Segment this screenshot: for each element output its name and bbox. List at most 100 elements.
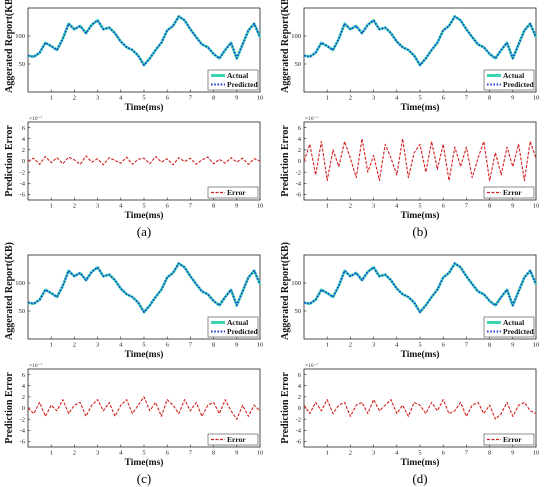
panel-d-error-xtick-label: 6: [442, 450, 446, 457]
panel-c-error-ytick-label: 6: [22, 372, 26, 379]
panel-d-error-ytick-label: -4: [296, 427, 302, 434]
panel-c-error-xtick-label: 6: [166, 450, 170, 457]
panel-b-error-xtick-label: 6: [442, 203, 446, 210]
panel-c-error-ytick-label: 2: [22, 394, 25, 401]
panel-d-error-ytick-label: -6: [296, 439, 302, 446]
panel-a-error-legend-box: [207, 186, 259, 199]
panel-c-error-series-error-line: [27, 396, 261, 420]
panel-a-error-xtick-label: 10: [257, 203, 264, 210]
panel-c-error-ytick-label: 0: [22, 405, 25, 412]
panel-c-prediction-xtick-label: 10: [257, 342, 264, 349]
panel-b-prediction-ytick-label: 100: [291, 33, 301, 40]
panel-d-prediction-xtick-label: 1: [326, 342, 329, 349]
panel-b-error-ytick-label: -2: [296, 169, 301, 176]
panel-c-error-ytick-label: -6: [20, 439, 26, 446]
panel-a-prediction-xtick-label: 1: [50, 95, 53, 102]
panel-c-error-xtick-label: 1: [50, 450, 53, 457]
panel-c-error-xtick-label: 8: [212, 450, 215, 457]
panel-a-error-ytick-label: 2: [22, 147, 25, 154]
panel-c-prediction-ylabel: Aggerated Report(KB): [4, 242, 15, 340]
panel-d-error-xtick-label: 4: [395, 450, 399, 457]
panel-a-error-xlabel: Time(ms): [125, 210, 164, 221]
panel-c-error-xtick-label: 5: [142, 450, 145, 457]
panel-d-prediction-series-predicted-line: [303, 262, 537, 314]
panel-d-error-xtick-label: 1: [326, 450, 329, 457]
panel-a-error-xtick-label: 2: [73, 203, 76, 210]
panel-a-error-ytick-label: 0: [22, 158, 25, 165]
panel-d-error-exponent-label: ×10⁻⁷: [305, 363, 319, 369]
panel-b-error-ytick-label: -4: [296, 180, 302, 187]
panel-d-error-xlabel: Time(ms): [401, 457, 440, 468]
panel-d-prediction-xtick-label: 9: [511, 342, 514, 349]
panel-a-error-xtick-label: 8: [212, 203, 215, 210]
panel-b-prediction-legend-label-actual: Actual: [503, 71, 524, 80]
panel-b-prediction-xtick-label: 3: [372, 95, 375, 102]
panel-a-error-ytick-label: 4: [22, 136, 26, 143]
panel-d-prediction-xtick-label: 8: [488, 342, 491, 349]
panel-a-error-ytick-label: -2: [20, 169, 25, 176]
panel-b-error-xtick-label: 7: [465, 203, 469, 210]
panel-c-error-ytick-label: 4: [22, 383, 26, 390]
panel-a-error-xtick-label: 1: [50, 203, 53, 210]
panel-a-prediction-legend-label-actual: Actual: [227, 71, 248, 80]
panel-d-error-xtick-label: 3: [372, 450, 375, 457]
panel-a-error-ytick-label: 6: [22, 125, 26, 132]
panel-a-prediction-xtick-label: 9: [235, 95, 238, 102]
panel-b-error-ytick-label: 2: [298, 147, 301, 154]
panel-c-prediction-xtick-label: 6: [166, 342, 170, 349]
panel-d-error-xtick-label: 5: [418, 450, 421, 457]
panel-c: 1 2 3 4 5 6 7 8 9 1050100ActualPredictedTime(ms)A…: [4, 242, 263, 486]
panel-d-error-ytick-label: 0: [298, 405, 301, 412]
panel-a-prediction-ylabel: Aggerated Report(KB): [4, 0, 15, 93]
panel-b: 1 2 3 4 5 6 7 8 9 1050100ActualPredictedTime(ms)A…: [280, 0, 539, 239]
panel-a-prediction-xtick-label: 4: [119, 95, 123, 102]
panel-b-prediction-legend-label-predicted: Predicted: [503, 80, 535, 89]
panel-d-prediction-legend-label-actual: Actual: [503, 318, 524, 327]
panel-c-prediction-xtick-label: 4: [119, 342, 123, 349]
panel-a-prediction-xtick-label: 6: [166, 95, 170, 102]
panel-b-prediction-xtick-label: 7: [465, 95, 469, 102]
panel-c-error-xtick-label: 7: [189, 450, 193, 457]
panel-a-prediction-xtick-label: 10: [257, 95, 264, 102]
panel-b-error-legend-box: [483, 186, 535, 199]
panel-c-prediction-ytick-label: 50: [19, 308, 26, 315]
panel-b-prediction-xtick-label: 1: [326, 95, 329, 102]
panel-c-error-xtick-label: 9: [235, 450, 238, 457]
panel-b-error-ytick-label: 0: [298, 158, 301, 165]
panel-d-prediction-xtick-label: 7: [465, 342, 469, 349]
panel-c-prediction-xlabel: Time(ms): [125, 349, 164, 360]
panel-d-prediction-ylabel: Aggerated Report(KB): [280, 242, 291, 340]
panel-c-error-xtick-label: 3: [96, 450, 99, 457]
panel-c-error-legend-box: [207, 433, 259, 446]
panel-b-error-series-error-line: [303, 138, 537, 182]
panel-b-prediction-xtick-label: 5: [418, 95, 421, 102]
panel-c-prediction-series-predicted-line: [27, 262, 261, 314]
panel-a-prediction-xtick-label: 7: [189, 95, 193, 102]
panel-b-prediction-xtick-label: 2: [349, 95, 352, 102]
panel-b-prediction-xlabel: Time(ms): [401, 102, 440, 113]
panel-d-error-series-error-line: [303, 399, 537, 420]
panel-d-prediction-ytick-label: 50: [295, 308, 302, 315]
panel-b-prediction-series-predicted-line: [303, 15, 537, 67]
panel-d-error-xtick-label: 9: [511, 450, 514, 457]
panel-b-error-ytick-label: -6: [296, 192, 302, 199]
panel-d-error-ylabel: Prediction Error: [280, 372, 291, 444]
panel-c-error-ytick-label: -2: [20, 416, 25, 423]
panel-a-prediction-xtick-label: 2: [73, 95, 76, 102]
panel-a-error-series-error-line: [27, 155, 261, 166]
panel-b-error-ytick-label: 6: [298, 125, 302, 132]
panel-c-prediction-xtick-label: 1: [50, 342, 53, 349]
panel-c-caption: (c): [137, 471, 151, 486]
panel-a-error-ytick-label: -4: [20, 180, 26, 187]
panel-d-error-legend-label-error: Error: [503, 435, 522, 444]
panel-a-error-ytick-label: -6: [20, 192, 26, 199]
panel-b-caption: (b): [412, 224, 427, 239]
panel-a-error-xtick-label: 9: [235, 203, 238, 210]
panel-a-prediction-series-predicted-line: [27, 15, 261, 67]
panel-c-error-ylabel: Prediction Error: [4, 372, 15, 444]
panel-b-error-legend-label-error: Error: [503, 188, 522, 197]
panel-a-error-xtick-label: 7: [189, 203, 193, 210]
panel-d-error-xtick-label: 10: [533, 450, 540, 457]
panel-a-caption: (a): [137, 224, 151, 239]
panel-c-prediction-legend-label-actual: Actual: [227, 318, 248, 327]
